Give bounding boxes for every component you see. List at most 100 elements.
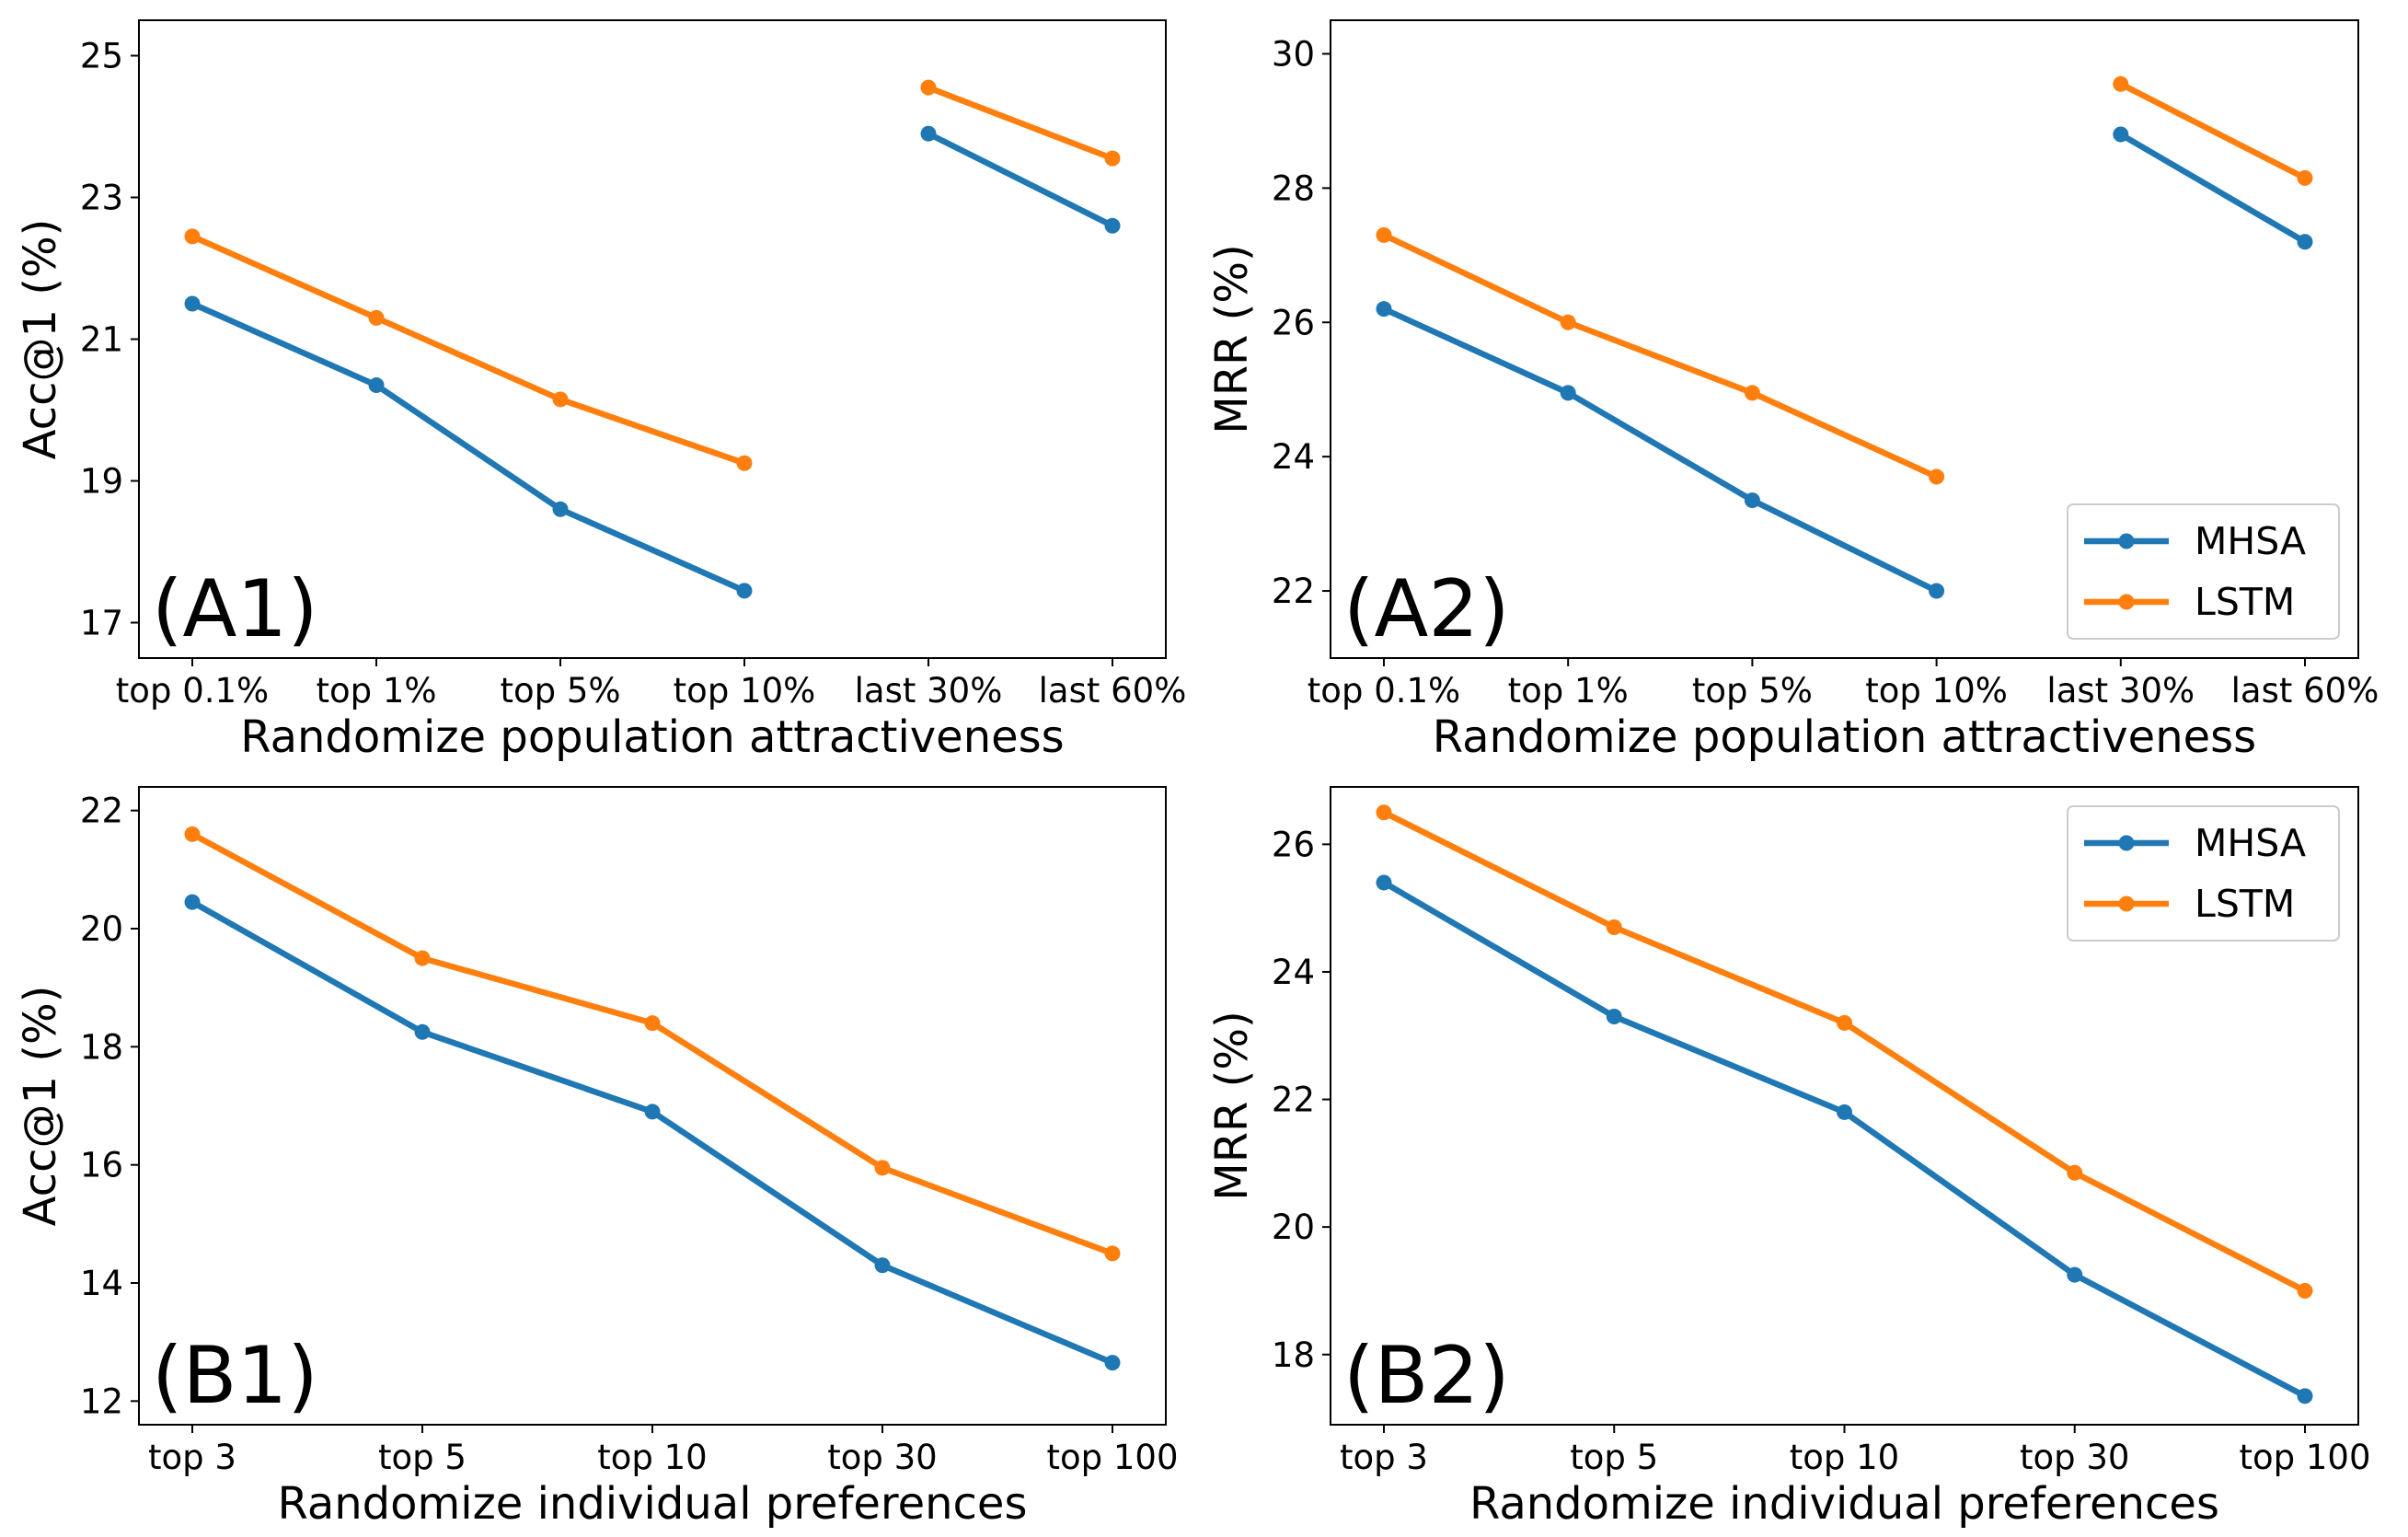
data-point-mhsa — [1376, 874, 1392, 891]
data-point-lstm — [2297, 1282, 2313, 1299]
x-axis-label: Randomize population attractiveness — [240, 711, 1064, 763]
data-point-mhsa — [414, 1023, 431, 1040]
y-tick-label: 25 — [80, 37, 123, 76]
series-line-mhsa — [189, 898, 1116, 1366]
data-point-lstm — [644, 1015, 661, 1032]
legend-box — [2067, 805, 2340, 942]
data-point-lstm — [2113, 75, 2129, 92]
data-point-mhsa — [1104, 1355, 1121, 1371]
x-tick-label: top 30 — [827, 1438, 937, 1477]
legend-marker-lstm — [2118, 594, 2135, 610]
y-tick-label: 28 — [1272, 168, 1315, 208]
x-tick-label: last 60% — [1039, 671, 1187, 711]
y-tick-label: 26 — [1272, 303, 1315, 342]
data-point-lstm — [1837, 1014, 1852, 1031]
y-tick-label: 16 — [80, 1146, 123, 1185]
x-tick-label: top 100 — [2239, 1438, 2370, 1477]
y-axis-label: MRR (%) — [1206, 1011, 1258, 1200]
y-tick-label: 17 — [80, 604, 123, 643]
legend-label-lstm: LSTM — [2195, 882, 2295, 926]
data-point-mhsa — [1560, 385, 1576, 401]
series-line-lstm — [1380, 232, 1940, 480]
data-point-mhsa — [1837, 1104, 1852, 1120]
panel-label: (B2) — [1343, 1330, 1510, 1422]
y-tick-label: 24 — [1272, 437, 1315, 477]
x-tick-label: top 0.1% — [116, 671, 269, 711]
y-tick-label: 12 — [80, 1381, 123, 1421]
x-axis-label: Randomize population attractiveness — [1433, 711, 2256, 763]
y-tick-label: 20 — [1272, 1208, 1315, 1247]
x-tick-label: top 5% — [1692, 671, 1813, 711]
x-tick-label: top 10% — [1865, 671, 2008, 711]
x-tick-label: top 100 — [1046, 1438, 1178, 1477]
data-point-mhsa — [920, 125, 937, 142]
data-point-lstm — [736, 455, 753, 471]
series-line-mhsa — [1380, 879, 2309, 1400]
series-line-lstm — [189, 233, 748, 467]
data-point-mhsa — [2297, 1388, 2313, 1404]
panel-a2: top 0.1% top 1% top 5% top 10% last 30% last … — [1206, 19, 2379, 763]
data-point-mhsa — [644, 1104, 661, 1120]
x-tick-label: last 30% — [2046, 671, 2195, 711]
data-point-lstm — [874, 1160, 891, 1176]
data-point-lstm — [368, 309, 385, 326]
x-tick-label: last 30% — [855, 671, 1003, 711]
y-tick-label: 14 — [80, 1264, 123, 1303]
panel-b1: top 3 top 5 top 10 top 30 top 100 12 14 16 18 20 2… — [15, 786, 1179, 1530]
data-point-lstm — [1929, 468, 1945, 485]
y-tick-label: 22 — [1272, 572, 1315, 611]
panel-a1: top 0.1% top 1% top 5% top 10% last 30% last … — [15, 19, 1187, 763]
data-point-mhsa — [2067, 1266, 2083, 1283]
data-point-lstm — [184, 826, 201, 842]
series-line-lstm — [925, 84, 1116, 162]
series-line-mhsa — [189, 300, 748, 595]
data-point-lstm — [552, 391, 569, 408]
y-tick-label: 18 — [1272, 1335, 1315, 1375]
x-tick-label: top 10 — [1790, 1438, 1899, 1477]
x-tick-label: top 5% — [500, 671, 620, 711]
y-tick-label: 22 — [1272, 1081, 1315, 1120]
data-point-lstm — [1744, 385, 1760, 401]
series-line-lstm — [2117, 81, 2309, 181]
data-point-lstm — [2297, 169, 2313, 186]
data-point-mhsa — [184, 894, 201, 910]
legend-marker-lstm — [2118, 896, 2135, 912]
y-tick-label: 26 — [1272, 825, 1315, 864]
data-point-lstm — [184, 228, 201, 245]
legend: MHSA LSTM — [2067, 503, 2340, 640]
axes-frame — [1330, 19, 2359, 659]
series-line-mhsa — [2117, 131, 2309, 245]
series-line-lstm — [189, 831, 1116, 1257]
y-axis-label: Acc@1 (%) — [15, 219, 66, 460]
data-point-mhsa — [874, 1257, 891, 1274]
x-tick-label: top 3 — [1340, 1438, 1428, 1477]
legend-label-lstm: LSTM — [2195, 580, 2295, 624]
x-tick-label: top 10% — [674, 671, 816, 711]
legend-box — [2067, 503, 2340, 640]
panel-label: (A2) — [1343, 563, 1510, 655]
data-point-mhsa — [552, 501, 569, 517]
data-point-mhsa — [736, 583, 753, 599]
data-point-mhsa — [184, 295, 201, 312]
y-tick-label: 20 — [80, 909, 123, 949]
y-tick-label: 21 — [80, 320, 123, 360]
y-tick-label: 23 — [80, 179, 123, 218]
data-point-mhsa — [1104, 217, 1121, 234]
data-point-mhsa — [1376, 301, 1392, 318]
data-point-lstm — [1376, 226, 1392, 243]
data-point-lstm — [1606, 919, 1622, 935]
y-tick-label: 24 — [1272, 953, 1315, 992]
data-point-mhsa — [2297, 234, 2313, 250]
legend-marker-mhsa — [2118, 533, 2135, 549]
legend-label-mhsa: MHSA — [2195, 519, 2306, 563]
panel-label: (A1) — [152, 563, 318, 655]
x-tick-label: top 1% — [316, 671, 436, 711]
x-tick-label: top 0.1% — [1308, 671, 1460, 711]
x-tick-label: top 3 — [148, 1438, 236, 1477]
series-line-mhsa — [925, 130, 1116, 229]
x-tick-label: top 1% — [1508, 671, 1629, 711]
x-tick-label: top 30 — [2020, 1438, 2129, 1477]
x-tick-label: last 60% — [2231, 671, 2379, 711]
data-point-lstm — [1376, 804, 1392, 821]
